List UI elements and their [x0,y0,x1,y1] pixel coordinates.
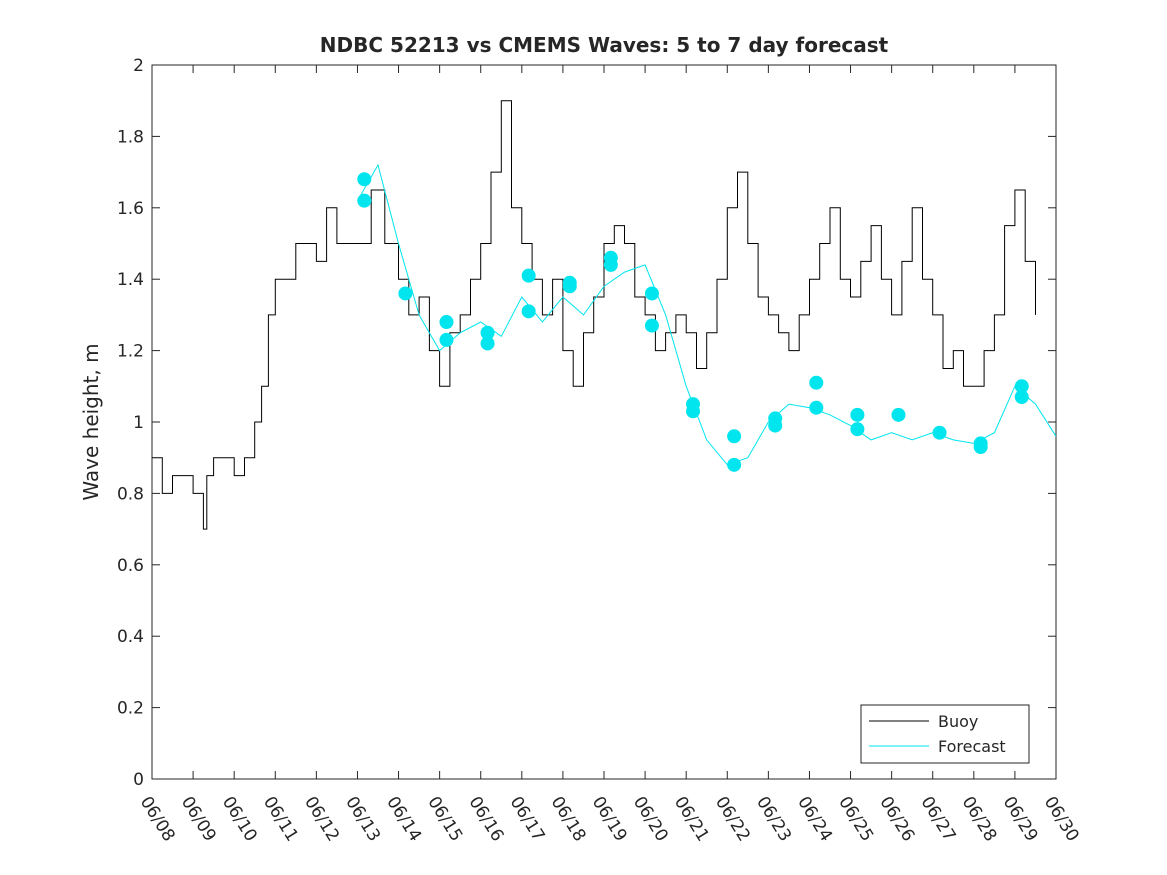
forecast-marker [809,400,824,415]
forecast-marker [480,336,495,351]
forecast-marker [850,422,865,437]
forecast-marker [891,407,906,422]
forecast-marker [357,172,372,187]
y-tick-label: 2 [133,56,144,76]
forecast-marker [521,268,536,283]
forecast-marker [727,429,742,444]
forecast-marker [398,286,413,301]
buoy-series-line [152,100,1036,530]
forecast-marker [768,418,783,433]
forecast-marker [480,325,495,340]
y-tick-label: 0.6 [117,556,144,576]
forecast-marker [1014,390,1029,405]
forecast-marker [603,257,618,272]
plot-area [151,64,1057,780]
legend: Buoy Forecast [860,704,1030,764]
forecast-marker [727,457,742,472]
forecast-marker [521,304,536,319]
y-tick-label: 0.2 [117,699,144,719]
series-layer [152,100,1057,530]
forecast-marker [562,279,577,294]
forecast-marker [973,439,988,454]
forecast-marker [809,375,824,390]
forecast-marker [439,315,454,330]
forecast-marker [1014,379,1029,394]
y-tick-label: 1.2 [117,342,144,362]
forecast-marker [850,407,865,422]
y-tick-label: 1.6 [117,199,144,219]
forecast-marker [686,404,701,419]
forecast-marker [357,193,372,208]
forecast-marker [932,425,947,440]
y-tick-label: 1 [133,413,144,433]
y-tick-label: 0 [133,770,144,790]
y-tick-label: 0.8 [117,484,144,504]
forecast-marker [644,318,659,333]
legend-box [860,704,1030,764]
forecast-marker [644,286,659,301]
legend-buoy-label: Buoy [938,712,978,731]
legend-forecast-label: Forecast [938,737,1006,756]
forecast-marker [439,332,454,347]
y-tick-label: 1.8 [117,127,144,147]
chart-title: NDBC 52213 vs CMEMS Waves: 5 to 7 day fo… [320,33,889,57]
y-axis-label: Wave height, m [79,343,103,500]
y-tick-label: 0.4 [117,627,144,647]
y-tick-label: 1.4 [117,270,144,290]
